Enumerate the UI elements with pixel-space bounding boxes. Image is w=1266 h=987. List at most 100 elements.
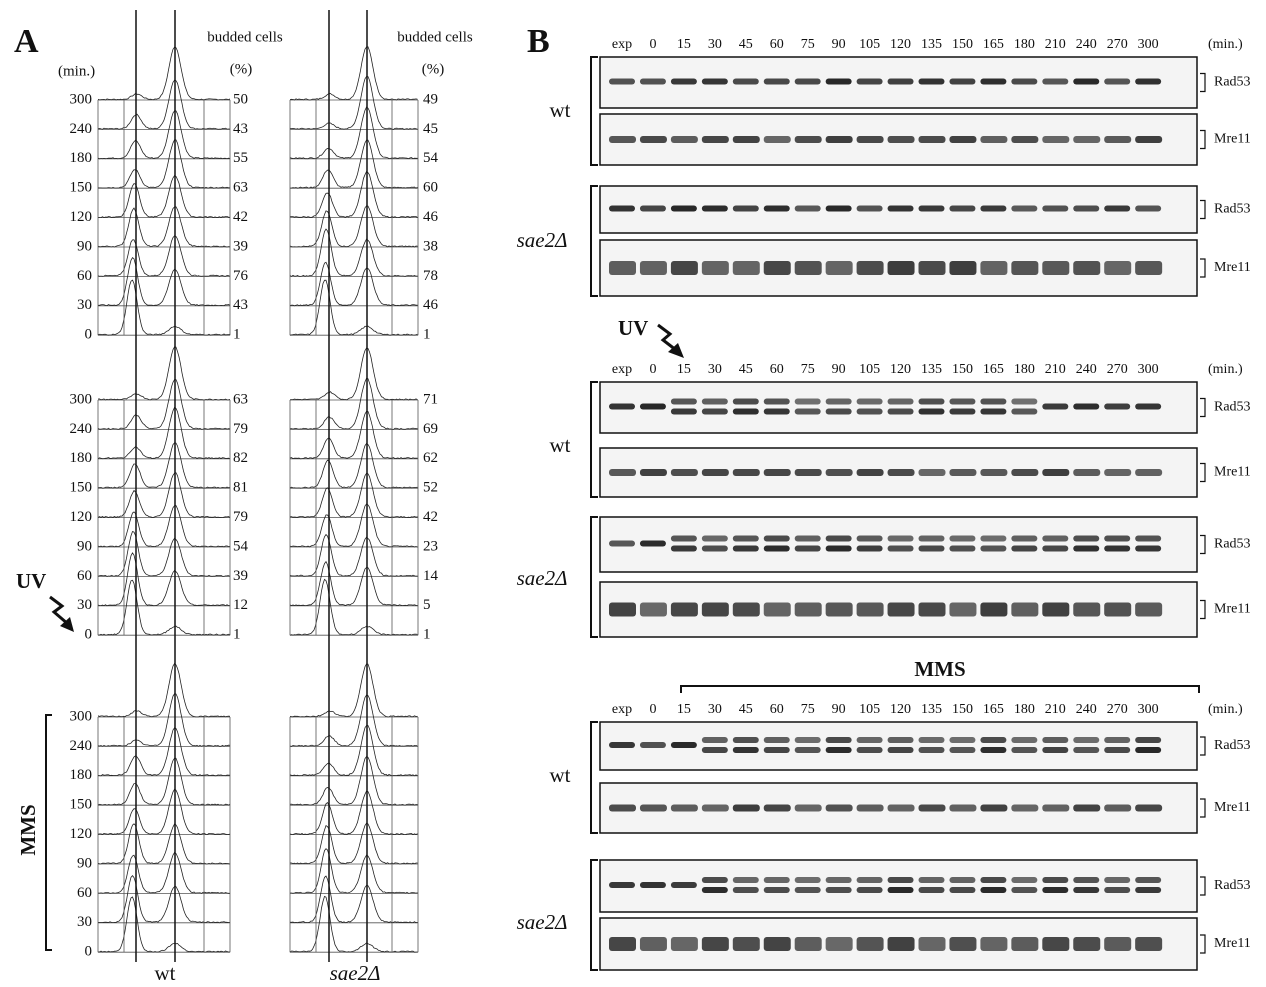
band xyxy=(1073,535,1100,542)
band xyxy=(1011,877,1038,883)
protein-label: Rad53 xyxy=(1214,400,1251,415)
lane-label: 210 xyxy=(1045,702,1066,717)
band xyxy=(670,742,697,748)
band xyxy=(1011,398,1038,405)
protein-bracket xyxy=(1200,736,1206,756)
budded-value: 52 xyxy=(423,480,438,496)
lane-label: 105 xyxy=(859,37,880,52)
histogram xyxy=(97,235,231,277)
band xyxy=(1011,602,1039,617)
band xyxy=(1073,469,1101,476)
lane-label: 135 xyxy=(921,702,942,717)
band xyxy=(856,937,884,951)
band xyxy=(763,78,790,85)
band xyxy=(1042,877,1069,883)
protein-bracket xyxy=(1200,462,1206,483)
band xyxy=(1042,535,1069,542)
protein-bracket xyxy=(1200,798,1206,818)
band xyxy=(732,804,760,812)
bracket xyxy=(590,859,598,971)
histogram xyxy=(289,790,418,836)
histogram xyxy=(97,379,231,430)
time-label: 0 xyxy=(85,327,93,343)
lane-label: 15 xyxy=(677,702,691,717)
band xyxy=(825,877,852,883)
time-label: 60 xyxy=(77,268,92,284)
band xyxy=(763,747,790,753)
band xyxy=(825,545,852,552)
band xyxy=(949,877,976,883)
band xyxy=(701,261,729,275)
histogram xyxy=(289,895,418,953)
budded-value: 42 xyxy=(423,509,438,525)
histogram xyxy=(97,823,231,865)
budded-value: 46 xyxy=(423,297,439,313)
band xyxy=(856,408,883,415)
budded-value: 1 xyxy=(233,627,241,643)
band xyxy=(794,887,821,893)
band xyxy=(825,747,852,753)
band xyxy=(918,408,945,415)
lane-label: 300 xyxy=(1138,37,1159,52)
protein-label: Rad53 xyxy=(1214,738,1251,753)
band xyxy=(949,469,977,476)
time-label: 30 xyxy=(77,914,92,930)
band xyxy=(639,602,667,617)
histogram xyxy=(289,694,418,747)
time-label: 150 xyxy=(70,480,93,496)
histogram xyxy=(97,110,231,160)
lane-label: 60 xyxy=(770,37,784,52)
band xyxy=(980,747,1007,753)
band xyxy=(670,78,697,85)
band xyxy=(701,804,729,812)
band xyxy=(825,887,852,893)
band xyxy=(949,136,977,143)
panel-label: A xyxy=(14,23,39,60)
band xyxy=(763,136,791,143)
budded-value: 50 xyxy=(233,91,248,107)
histogram xyxy=(98,579,231,636)
band xyxy=(1073,747,1100,753)
lane-label: 135 xyxy=(921,37,942,52)
band xyxy=(1042,403,1069,410)
band xyxy=(794,804,822,812)
band xyxy=(794,261,822,275)
budded-value: 45 xyxy=(423,121,438,137)
band xyxy=(980,737,1007,743)
band xyxy=(887,78,914,85)
protein-bracket xyxy=(1200,72,1206,93)
band xyxy=(1104,469,1132,476)
band xyxy=(732,602,760,617)
lane-label: 240 xyxy=(1076,362,1097,377)
lane-label: 90 xyxy=(832,702,846,717)
bracket xyxy=(680,685,1200,693)
band xyxy=(670,205,697,212)
column-header: budded cells xyxy=(207,29,283,45)
band xyxy=(639,804,667,812)
histogram xyxy=(97,472,231,519)
band xyxy=(732,136,760,143)
histogram xyxy=(289,46,418,101)
band xyxy=(794,535,821,542)
band xyxy=(918,469,946,476)
treatment-label: MMS xyxy=(16,804,40,855)
band xyxy=(1104,887,1131,893)
protein-label: Rad53 xyxy=(1214,202,1251,217)
band xyxy=(980,937,1008,951)
time-label: 30 xyxy=(77,297,92,313)
band xyxy=(794,469,822,476)
band xyxy=(949,602,977,617)
band xyxy=(1135,469,1163,476)
band xyxy=(732,469,760,476)
lane-label: 15 xyxy=(677,37,691,52)
bracket xyxy=(590,516,598,638)
band xyxy=(949,737,976,743)
band xyxy=(856,261,884,275)
budded-value: 46 xyxy=(423,209,439,225)
band xyxy=(949,398,976,405)
band xyxy=(980,469,1008,476)
time-label: 90 xyxy=(77,855,92,871)
band xyxy=(763,737,790,743)
band xyxy=(701,545,728,552)
